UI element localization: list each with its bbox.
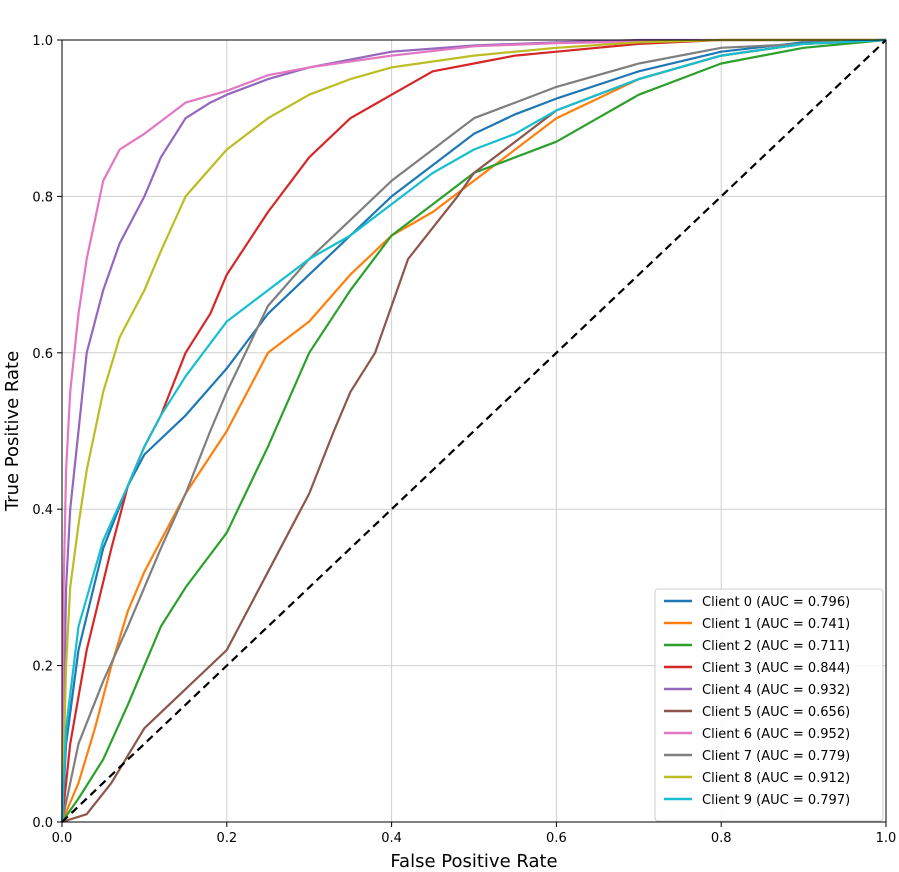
legend-label: Client 9 (AUC = 0.797) xyxy=(702,793,850,808)
x-axis-title: False Positive Rate xyxy=(390,851,557,872)
series-line-client-6 xyxy=(60,38,886,823)
legend-label: Client 5 (AUC = 0.656) xyxy=(702,705,850,720)
series-line-client-3 xyxy=(60,38,886,823)
series-line-client-4 xyxy=(60,38,886,823)
x-tick-label: 0.4 xyxy=(381,831,402,846)
series-line-client-9 xyxy=(60,38,887,823)
legend-label: Client 3 (AUC = 0.844) xyxy=(702,661,850,676)
chance-diagonal-line xyxy=(61,39,887,823)
y-tick-label: 0.6 xyxy=(32,347,53,362)
plot-lines xyxy=(60,38,887,824)
x-tick-label: 1.0 xyxy=(876,831,897,846)
series-line-client-7 xyxy=(60,38,887,823)
series-line-client-0 xyxy=(60,38,887,823)
y-tick-label: 1.0 xyxy=(32,34,53,49)
series-line-client-8 xyxy=(60,38,886,823)
y-tick-label: 0.8 xyxy=(32,190,53,205)
y-tick-label: 0.4 xyxy=(32,503,53,518)
series-line-client-1 xyxy=(60,38,887,823)
axis-ticks: 0.0 0.2 0.4 0.6 0.8 1.0 0.0 0.2 0.4 0.6 0.8 1.0 xyxy=(32,34,896,846)
x-tick-label: 0.6 xyxy=(546,831,567,846)
x-tick-label: 0.8 xyxy=(711,831,732,846)
legend-label: Client 8 (AUC = 0.912) xyxy=(702,771,850,786)
series-line-client-2 xyxy=(61,38,887,823)
legend-label: Client 1 (AUC = 0.741) xyxy=(702,617,850,632)
legend-label: Client 0 (AUC = 0.796) xyxy=(702,595,850,610)
legend: Client 0 (AUC = 0.796) Client 1 (AUC = 0.… xyxy=(654,588,884,822)
legend-label: Client 4 (AUC = 0.932) xyxy=(702,683,850,698)
legend-label: Client 6 (AUC = 0.952) xyxy=(702,727,850,742)
plot-frame xyxy=(61,39,887,823)
legend-box xyxy=(654,588,884,822)
y-tick-label: 0.2 xyxy=(32,660,53,675)
y-axis-title: True Positive Rate xyxy=(2,351,23,512)
x-tick-label: 0.0 xyxy=(52,831,73,846)
y-tick-label: 0.0 xyxy=(32,816,53,831)
legend-label: Client 7 (AUC = 0.779) xyxy=(702,749,850,764)
legend-label: Client 2 (AUC = 0.711) xyxy=(702,639,850,654)
x-tick-label: 0.2 xyxy=(216,831,237,846)
